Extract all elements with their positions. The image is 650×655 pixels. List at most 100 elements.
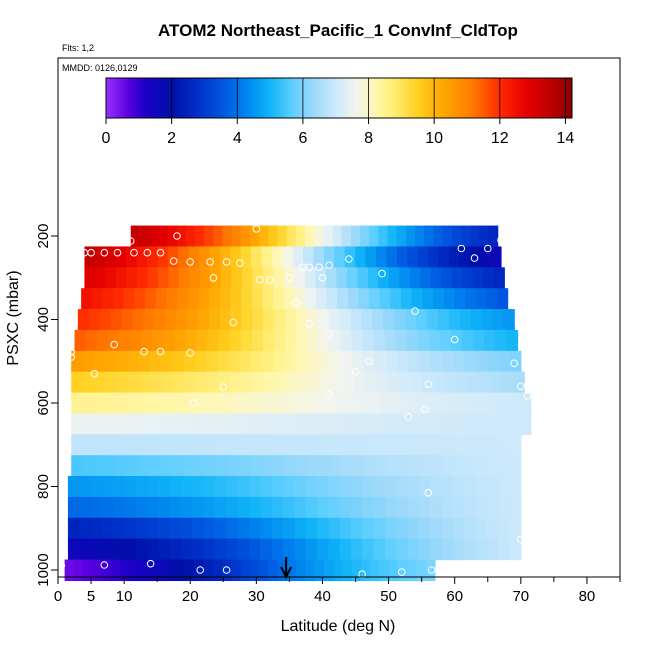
heat-cell [295,225,306,248]
heat-cell [451,225,462,248]
heat-cell [243,413,256,435]
heat-cell [226,496,239,519]
heat-cell [332,225,343,248]
heat-cell [161,350,173,373]
heat-cell [140,392,153,415]
heat-cell [177,288,189,310]
y-tick-label: 200 [35,223,52,248]
heat-cell [132,309,144,331]
heat-cell [464,434,477,456]
heat-cell [229,329,242,352]
sample-point [292,299,300,307]
heat-cell [415,392,428,415]
heat-cell [317,309,330,331]
heat-cell [487,434,499,456]
heat-cell [197,392,210,415]
heat-cell [147,538,160,561]
heat-cell [252,371,265,394]
heat-band-250 [84,246,502,268]
heat-cell [453,434,466,456]
heat-cell [384,476,397,498]
heat-cell [415,225,425,248]
heat-cell [274,309,286,331]
y-tick-label: 600 [35,390,52,415]
heat-cell [498,350,511,373]
heat-cell [373,496,386,519]
heat-cell [73,559,84,582]
sample-point [186,349,194,357]
heat-cell [325,267,337,289]
heat-cell [203,496,216,519]
heat-cell [340,350,353,373]
heat-cell [151,413,164,435]
heat-cell [92,559,103,582]
heat-cell [284,434,297,456]
heat-cell [74,329,87,352]
heat-cell [283,288,295,310]
heat-cell [169,496,182,519]
heat-cell [169,538,182,561]
heat-cell [158,225,169,248]
heat-cell [354,371,367,394]
heat-cell [307,350,320,373]
heat-cell [381,413,394,435]
heat-cell [427,392,440,415]
sample-point [236,259,244,267]
sample-point [411,307,419,315]
heat-cell [417,329,430,352]
sample-point [156,248,165,257]
heat-cell [184,559,195,582]
heat-cell [135,538,148,561]
heat-cell [390,288,402,310]
heat-cell [498,476,511,498]
heat-cell [441,538,454,561]
heat-cell [147,517,160,540]
heat-cell [154,309,166,331]
heat-cell [186,309,199,331]
heat-cell [453,350,466,373]
heat-band-350 [81,288,509,310]
heat-cell [231,267,243,289]
sample-point [378,269,386,278]
heat-cell [512,371,525,394]
heat-cell [452,496,465,519]
heat-cell [464,455,477,477]
heat-cell [226,476,239,498]
heat-cell [452,476,465,498]
x-axis-label: Latitude (deg N) [281,618,396,635]
heat-cell [439,329,452,352]
heat-cell [158,517,171,540]
heat-cell [312,392,325,415]
heat-cell [496,288,509,310]
heat-cell [174,329,186,352]
heat-cell [400,288,413,310]
heat-cell [107,329,120,352]
heat-cell [127,350,140,373]
heat-cell [271,496,284,519]
heat-cell [361,309,373,331]
heat-cell [329,434,342,456]
heat-cell [422,371,435,394]
heat-cell [249,538,261,561]
heat-cell [418,538,431,561]
heat-cell [473,329,485,352]
heat-cell [84,246,96,268]
heat-cell [194,455,207,477]
heat-cell [228,455,241,477]
heat-cell [129,559,140,582]
heat-cell [475,476,488,498]
heat-cell [163,413,176,435]
heat-cell [194,559,205,582]
heat-cell [430,267,442,289]
heat-cell [99,309,112,331]
heat-cell [196,329,209,352]
heat-cell [428,246,440,268]
heat-cell [333,559,343,582]
heat-cell [115,246,127,268]
heat-cell [385,350,398,373]
heat-cell [140,413,153,435]
heat-cell [79,476,92,498]
heat-cell [381,392,394,415]
heat-cell [444,371,457,394]
heat-cell [475,455,488,477]
